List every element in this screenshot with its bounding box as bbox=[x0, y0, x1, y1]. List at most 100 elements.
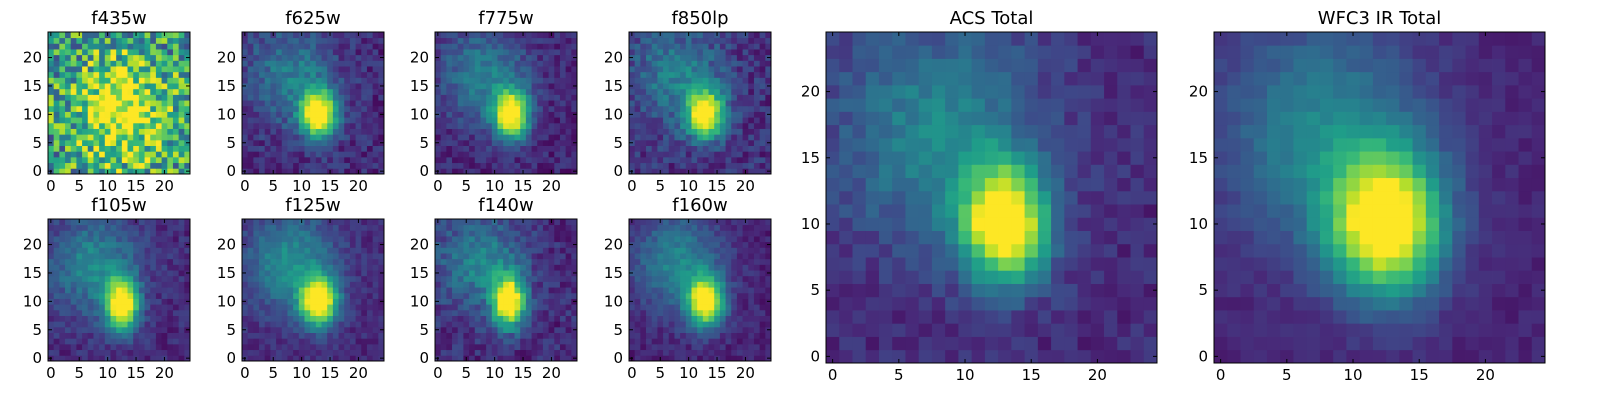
heatmap-cell bbox=[293, 298, 300, 305]
heatmap-cell bbox=[276, 43, 283, 50]
heatmap-cell bbox=[748, 49, 755, 56]
heatmap-cell bbox=[497, 162, 504, 169]
heatmap-cell bbox=[150, 111, 157, 118]
heatmap-cell bbox=[826, 230, 840, 245]
heatmap-cell bbox=[287, 128, 294, 135]
heatmap-cell bbox=[691, 60, 698, 67]
heatmap-cell bbox=[542, 287, 549, 294]
heatmap-cell bbox=[82, 151, 89, 158]
heatmap-cell bbox=[892, 84, 906, 99]
heatmap-cell bbox=[378, 60, 385, 67]
heatmap-cell bbox=[366, 224, 374, 231]
heatmap-cell bbox=[349, 122, 356, 129]
heatmap-cell bbox=[121, 338, 128, 345]
heatmap-cell bbox=[378, 117, 385, 124]
heatmap-cell bbox=[172, 304, 180, 311]
heatmap-cell bbox=[48, 230, 55, 237]
heatmap-cell bbox=[480, 355, 487, 362]
heatmap-cell bbox=[520, 332, 527, 339]
heatmap-cell bbox=[931, 230, 946, 245]
heatmap-cell bbox=[93, 326, 100, 333]
heatmap-cell bbox=[161, 236, 168, 243]
heatmap-cell bbox=[242, 315, 249, 322]
heatmap-cell bbox=[634, 71, 641, 78]
heatmap-cell bbox=[1077, 310, 1092, 324]
heatmap-cell bbox=[714, 43, 721, 50]
heatmap-cell bbox=[719, 111, 726, 118]
heatmap-cell bbox=[663, 151, 670, 158]
heatmap-cell bbox=[998, 257, 1012, 271]
heatmap-cell bbox=[287, 230, 294, 237]
heatmap-cell bbox=[474, 105, 481, 112]
heatmap-cell bbox=[70, 105, 77, 112]
heatmap-cell bbox=[680, 117, 687, 124]
heatmap-cell bbox=[1011, 204, 1025, 218]
heatmap-cell bbox=[144, 321, 151, 328]
heatmap-cell bbox=[287, 236, 294, 243]
heatmap-cell bbox=[725, 94, 732, 101]
heatmap-cell bbox=[110, 49, 117, 56]
heatmap-cell bbox=[826, 190, 840, 205]
heatmap-cell bbox=[542, 343, 549, 351]
heatmap-cell bbox=[116, 241, 123, 248]
heatmap-cell bbox=[1130, 217, 1145, 231]
heatmap-cell bbox=[685, 162, 692, 169]
heatmap-cell bbox=[161, 241, 168, 248]
heatmap-cell bbox=[172, 292, 180, 299]
heatmap-cell bbox=[281, 151, 288, 158]
heatmap-cell bbox=[474, 162, 481, 169]
heatmap-cell bbox=[865, 45, 880, 59]
heatmap-cell bbox=[531, 168, 538, 175]
heatmap-cell bbox=[361, 292, 368, 299]
heatmap-cell bbox=[372, 151, 379, 158]
heatmap-cell bbox=[253, 156, 260, 164]
heatmap-cell bbox=[474, 156, 481, 164]
heatmap-cell bbox=[753, 162, 761, 169]
heatmap-cell bbox=[48, 224, 55, 231]
heatmap-cell bbox=[905, 71, 920, 86]
heatmap-cell bbox=[304, 94, 311, 101]
heatmap-cell bbox=[503, 349, 510, 356]
heatmap-cell bbox=[736, 117, 743, 124]
heatmap-cell bbox=[905, 310, 920, 324]
heatmap-cell bbox=[167, 32, 174, 39]
heatmap-cell bbox=[172, 111, 180, 118]
heatmap-cell bbox=[253, 111, 260, 118]
heatmap-cell bbox=[1051, 98, 1065, 112]
heatmap-cell bbox=[104, 151, 111, 158]
heatmap-cell bbox=[93, 94, 100, 101]
heatmap-cell bbox=[646, 145, 653, 152]
heatmap-cell bbox=[259, 349, 266, 356]
heatmap-cell bbox=[167, 338, 174, 345]
heatmap-cell bbox=[1143, 283, 1158, 298]
heatmap-cell bbox=[321, 77, 328, 84]
heatmap-cell bbox=[349, 292, 356, 299]
heatmap-cell bbox=[503, 88, 510, 95]
heatmap-cell bbox=[332, 83, 339, 90]
heatmap-cell bbox=[338, 241, 345, 248]
heatmap-cell bbox=[281, 122, 288, 129]
heatmap-cell bbox=[127, 100, 134, 107]
heatmap-cell bbox=[1090, 71, 1105, 86]
heatmap-cell bbox=[270, 292, 277, 299]
heatmap-cell bbox=[865, 204, 880, 218]
heatmap-cell bbox=[259, 241, 266, 248]
heatmap-cell bbox=[839, 98, 853, 112]
heatmap-cell bbox=[70, 77, 77, 84]
heatmap-cell bbox=[155, 60, 162, 67]
heatmap-cell bbox=[708, 71, 715, 78]
heatmap-cell bbox=[321, 105, 328, 112]
heatmap-cell bbox=[1117, 177, 1131, 192]
heatmap-cell bbox=[293, 281, 300, 288]
heatmap-cell bbox=[440, 139, 447, 146]
heatmap-cell bbox=[668, 111, 675, 118]
heatmap-cell bbox=[344, 247, 351, 254]
heatmap-cell bbox=[366, 49, 374, 56]
heatmap-cell bbox=[327, 298, 334, 305]
heatmap-cell bbox=[731, 66, 738, 73]
heatmap-cell bbox=[657, 162, 664, 169]
heatmap-cell bbox=[865, 151, 880, 165]
heatmap-cell bbox=[1077, 230, 1092, 245]
heatmap-cell bbox=[508, 304, 515, 311]
heatmap-cell bbox=[93, 258, 100, 265]
